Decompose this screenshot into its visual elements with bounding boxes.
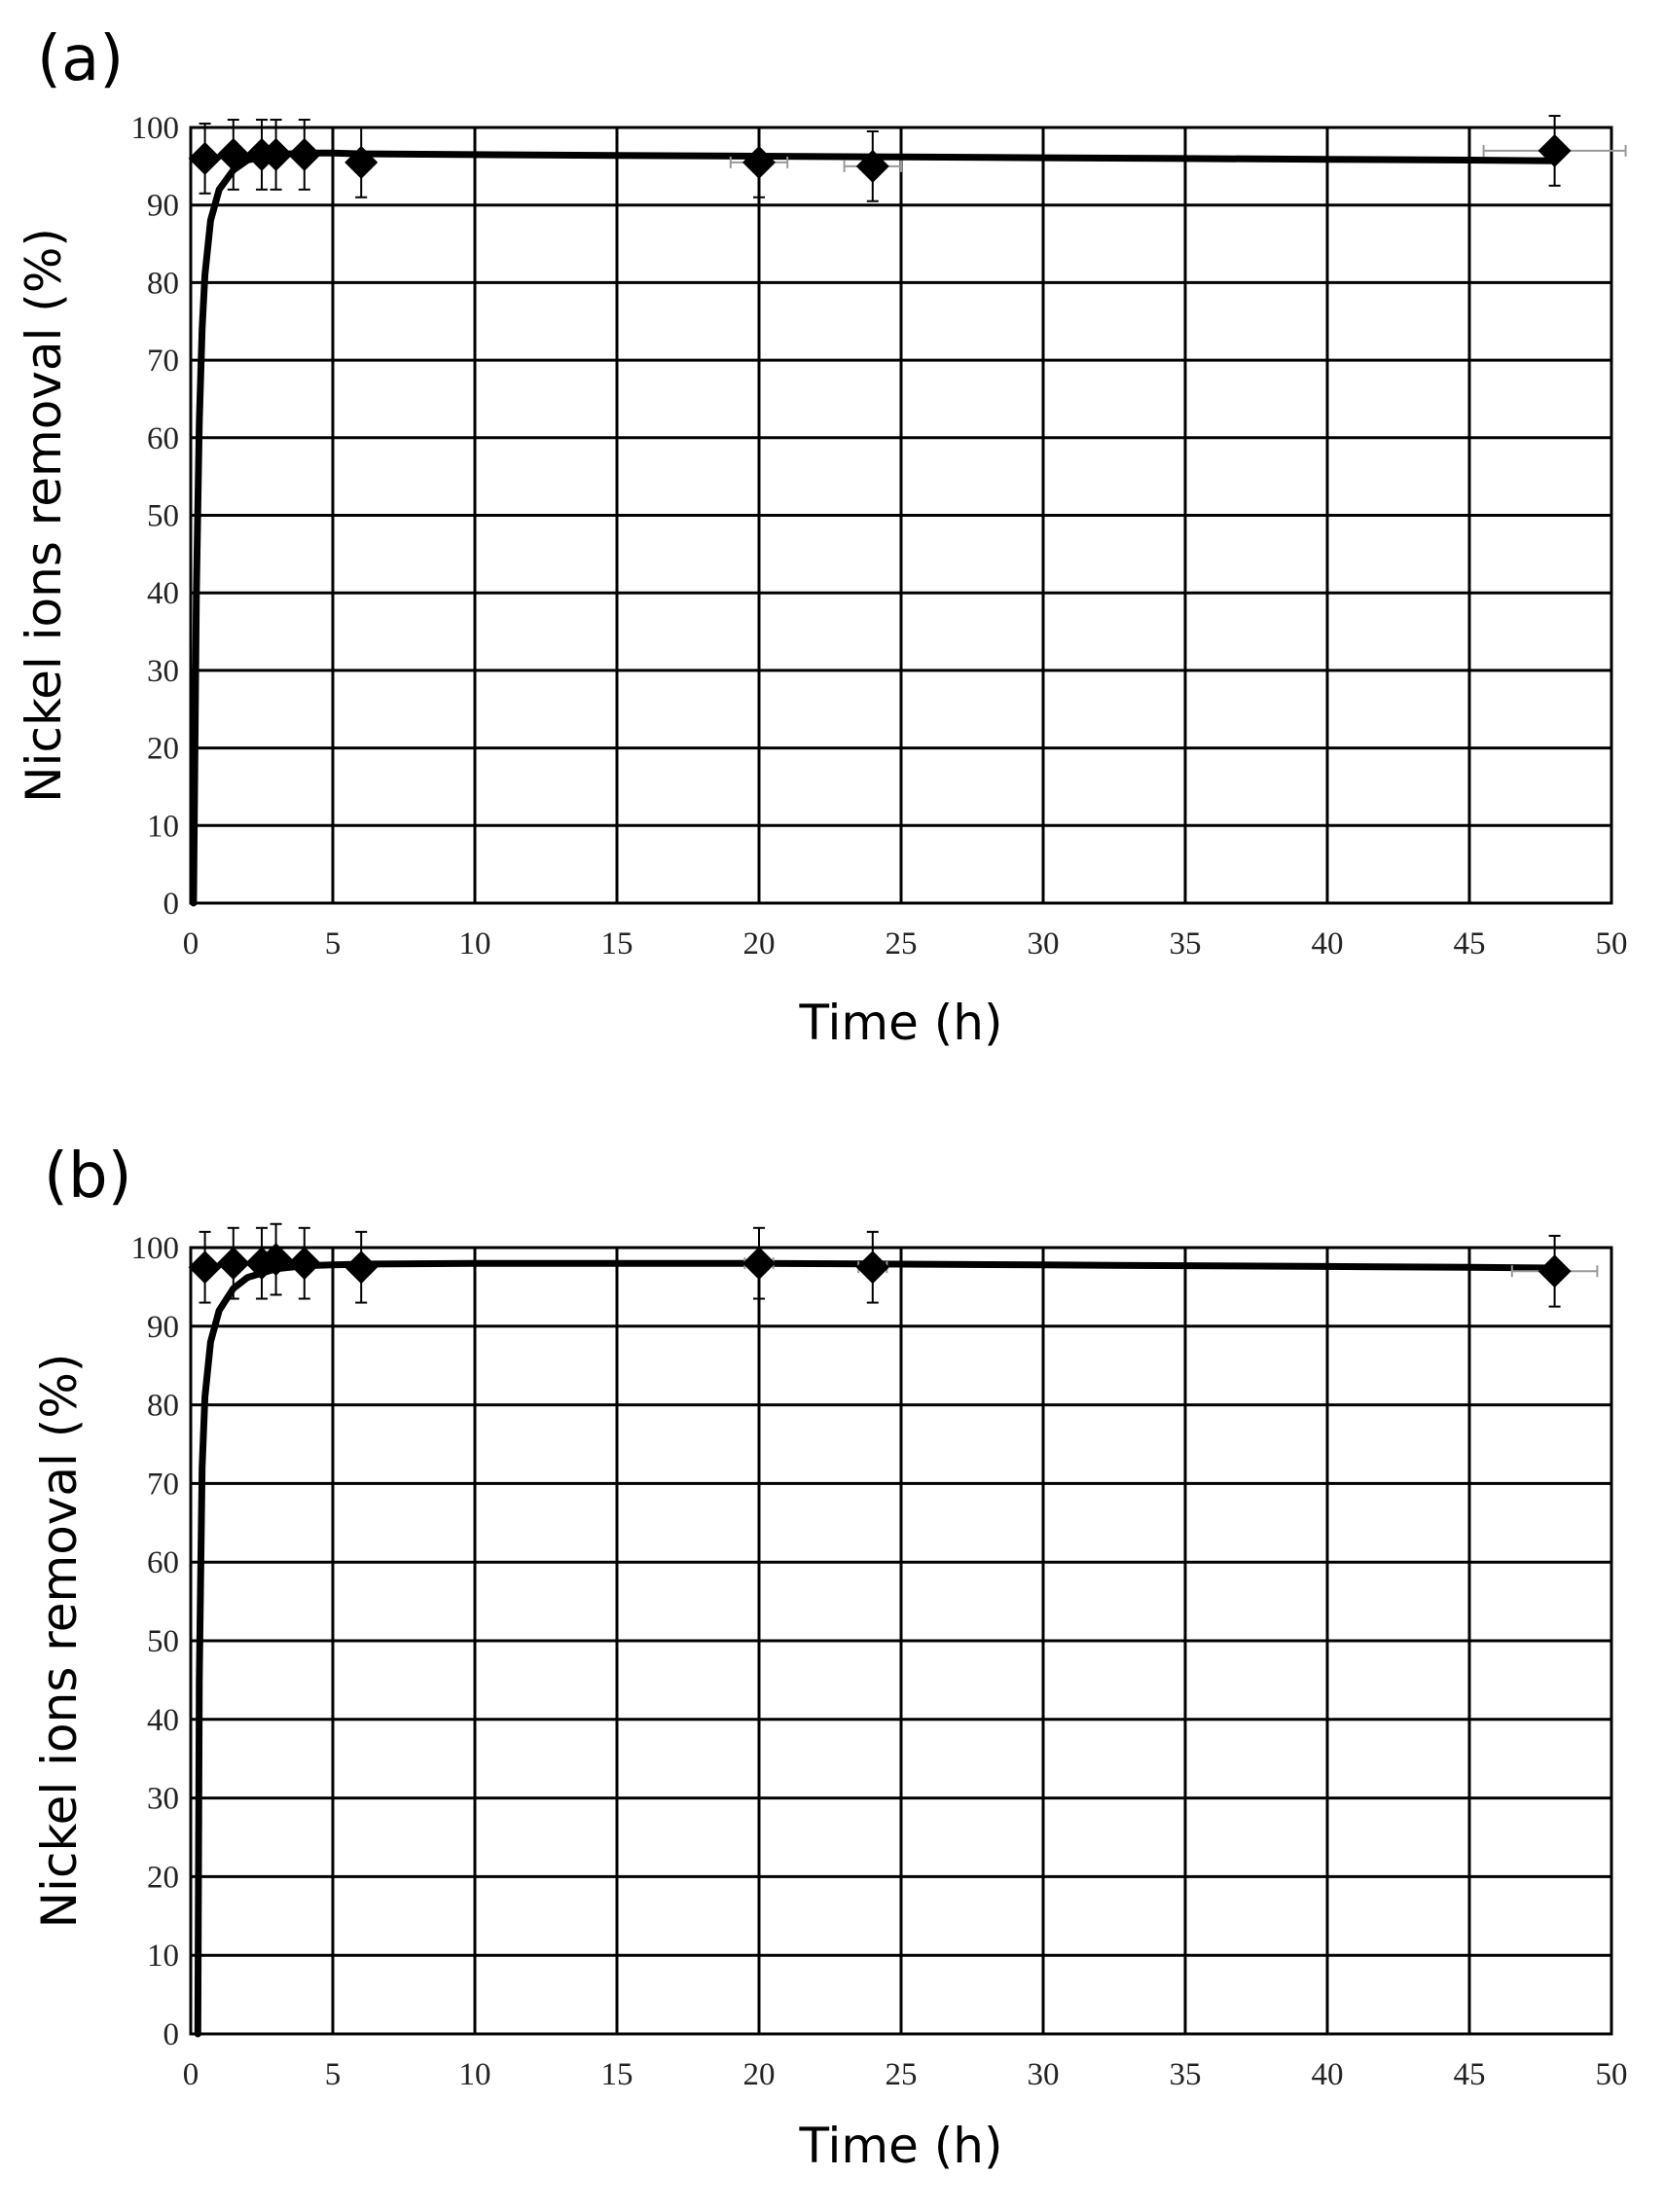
y-tick-label: 50 bbox=[147, 1624, 179, 1659]
data-point-diamond bbox=[287, 137, 321, 171]
y-tick-label: 60 bbox=[147, 421, 179, 456]
y-tick-label: 40 bbox=[147, 576, 179, 611]
x-axis-title: Time (h) bbox=[799, 2118, 1003, 2174]
x-tick-label: 45 bbox=[1454, 2057, 1486, 2092]
data-point-diamond bbox=[855, 1251, 889, 1285]
x-tick-label: 45 bbox=[1454, 926, 1486, 961]
y-tick-label: 90 bbox=[147, 1310, 179, 1345]
plot-frame bbox=[189, 1246, 1613, 2036]
x-tick-label: 5 bbox=[325, 926, 342, 961]
data-point-diamond bbox=[344, 145, 379, 179]
x-tick-label: 50 bbox=[1596, 926, 1628, 961]
chart-panel-a: (a) 0 5 10 15 20 25 30 35 40 45 50 0 10 20 30 40 50 60 70 80… bbox=[16, 23, 1628, 1051]
plot-frame bbox=[189, 126, 1613, 905]
x-tick-label: 0 bbox=[183, 926, 199, 961]
x-tick-label: 20 bbox=[743, 926, 776, 961]
x-tick-label: 25 bbox=[886, 926, 918, 961]
data-point-diamond bbox=[344, 1251, 379, 1285]
fit-curve bbox=[190, 149, 1559, 907]
data-point-diamond bbox=[742, 1247, 776, 1281]
data-point-diamond bbox=[1537, 1254, 1572, 1288]
x-tick-label: 35 bbox=[1170, 926, 1202, 961]
x-tick-label: 10 bbox=[459, 2057, 491, 2092]
data-point-diamond bbox=[216, 1247, 250, 1281]
y-tick-label: 90 bbox=[147, 189, 179, 224]
y-axis-title: Nickel ions removal (%) bbox=[16, 228, 72, 803]
data-point-diamond bbox=[188, 1251, 222, 1285]
x-tick-label: 25 bbox=[886, 2057, 918, 2092]
y-tick-label: 10 bbox=[147, 809, 179, 844]
y-tick-label: 0 bbox=[163, 2017, 180, 2052]
x-tick-label: 0 bbox=[183, 2057, 199, 2092]
y-tick-label: 0 bbox=[163, 887, 180, 922]
data-point-diamond bbox=[216, 137, 250, 171]
data-point-diamond bbox=[259, 1243, 293, 1277]
y-tick-label: 20 bbox=[147, 1860, 179, 1895]
y-tick-label: 100 bbox=[131, 111, 180, 146]
y-tick-label: 50 bbox=[147, 499, 179, 534]
y-tick-label: 40 bbox=[147, 1703, 179, 1738]
x-tick-label: 50 bbox=[1596, 2057, 1628, 2092]
x-tick-label: 10 bbox=[459, 926, 491, 961]
x-axis-title: Time (h) bbox=[799, 995, 1003, 1051]
x-tick-label: 30 bbox=[1028, 2057, 1060, 2092]
y-tick-label: 20 bbox=[147, 732, 179, 767]
y-tick-label: 100 bbox=[131, 1231, 180, 1266]
data-point-diamond bbox=[287, 1247, 321, 1281]
x-tick-label: 30 bbox=[1028, 926, 1060, 961]
y-tick-label: 30 bbox=[147, 1782, 179, 1817]
y-tick-label: 80 bbox=[147, 266, 179, 301]
y-tick-label: 80 bbox=[147, 1389, 179, 1424]
data-point-diamond bbox=[742, 145, 776, 179]
x-tick-label: 15 bbox=[601, 2057, 633, 2092]
y-tick-label: 70 bbox=[147, 1467, 179, 1502]
data-point-diamond bbox=[188, 141, 222, 175]
y-tick-label: 70 bbox=[147, 344, 179, 379]
fit-curve bbox=[194, 1259, 1559, 2038]
x-tick-label: 35 bbox=[1170, 2057, 1202, 2092]
y-tick-label: 30 bbox=[147, 654, 179, 689]
chart-panel-b: (b) 0 5 10 15 20 25 30 35 40 45 50 0 10 20 30 40 50 60 70 80… bbox=[31, 1141, 1628, 2174]
y-tick-label: 60 bbox=[147, 1545, 179, 1580]
x-tick-label: 40 bbox=[1312, 2057, 1344, 2092]
y-tick-label: 10 bbox=[147, 1939, 179, 1974]
x-tick-label: 20 bbox=[743, 2057, 776, 2092]
data-point-diamond bbox=[259, 137, 293, 171]
x-tick-label: 40 bbox=[1312, 926, 1344, 961]
x-tick-label: 15 bbox=[601, 926, 633, 961]
y-axis-title: Nickel ions removal (%) bbox=[31, 1354, 88, 1929]
x-tick-label: 5 bbox=[325, 2057, 342, 2092]
panel-label: (b) bbox=[44, 1141, 132, 1213]
data-point-diamond bbox=[855, 149, 889, 183]
panel-label: (a) bbox=[37, 23, 124, 95]
data-point-diamond bbox=[1537, 133, 1572, 167]
